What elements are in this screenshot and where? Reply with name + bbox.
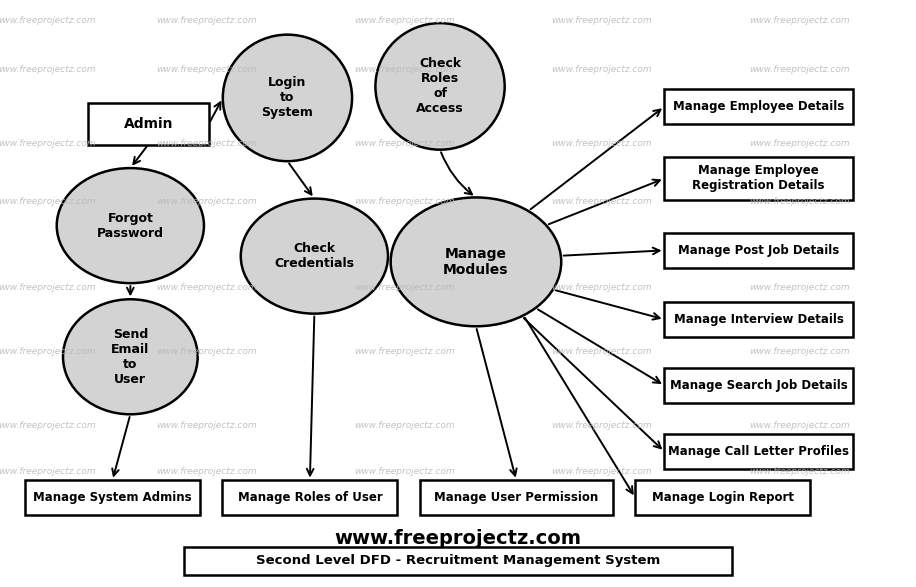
Text: www.freeprojectz.com: www.freeprojectz.com xyxy=(551,346,652,356)
Ellipse shape xyxy=(57,168,204,283)
Ellipse shape xyxy=(390,197,562,326)
Text: www.freeprojectz.com: www.freeprojectz.com xyxy=(334,529,582,548)
Text: www.freeprojectz.com: www.freeprojectz.com xyxy=(354,346,454,356)
Text: Manage Post Job Details: Manage Post Job Details xyxy=(678,244,839,257)
Text: www.freeprojectz.com: www.freeprojectz.com xyxy=(157,421,257,430)
Text: Manage Call Letter Profiles: Manage Call Letter Profiles xyxy=(669,445,849,458)
Text: Login
to
System: Login to System xyxy=(261,76,313,119)
Bar xyxy=(664,368,853,403)
Bar xyxy=(664,233,853,268)
Bar xyxy=(664,89,853,124)
Text: www.freeprojectz.com: www.freeprojectz.com xyxy=(354,467,454,476)
Text: Manage Login Report: Manage Login Report xyxy=(652,491,794,504)
Bar xyxy=(636,480,811,515)
Ellipse shape xyxy=(63,299,198,414)
Bar xyxy=(420,480,613,515)
Text: www.freeprojectz.com: www.freeprojectz.com xyxy=(748,284,849,292)
Bar xyxy=(184,546,732,575)
Text: www.freeprojectz.com: www.freeprojectz.com xyxy=(748,65,849,73)
Text: Manage Search Job Details: Manage Search Job Details xyxy=(670,379,847,392)
Text: www.freeprojectz.com: www.freeprojectz.com xyxy=(551,16,652,25)
Text: www.freeprojectz.com: www.freeprojectz.com xyxy=(0,467,95,476)
Text: www.freeprojectz.com: www.freeprojectz.com xyxy=(354,197,454,206)
Text: www.freeprojectz.com: www.freeprojectz.com xyxy=(354,140,454,149)
Text: www.freeprojectz.com: www.freeprojectz.com xyxy=(0,346,95,356)
Text: www.freeprojectz.com: www.freeprojectz.com xyxy=(157,16,257,25)
Text: www.freeprojectz.com: www.freeprojectz.com xyxy=(157,140,257,149)
Bar xyxy=(223,480,398,515)
Text: www.freeprojectz.com: www.freeprojectz.com xyxy=(551,467,652,476)
Text: Manage
Modules: Manage Modules xyxy=(443,247,508,277)
Text: www.freeprojectz.com: www.freeprojectz.com xyxy=(157,65,257,73)
Text: www.freeprojectz.com: www.freeprojectz.com xyxy=(551,197,652,206)
Bar xyxy=(664,302,853,336)
Text: Second Level DFD - Recruitment Management System: Second Level DFD - Recruitment Managemen… xyxy=(256,555,660,568)
Text: www.freeprojectz.com: www.freeprojectz.com xyxy=(157,346,257,356)
Text: www.freeprojectz.com: www.freeprojectz.com xyxy=(551,65,652,73)
Bar xyxy=(664,434,853,469)
Text: www.freeprojectz.com: www.freeprojectz.com xyxy=(157,284,257,292)
Bar xyxy=(88,103,209,144)
Text: www.freeprojectz.com: www.freeprojectz.com xyxy=(354,284,454,292)
Text: www.freeprojectz.com: www.freeprojectz.com xyxy=(748,421,849,430)
Text: Check
Credentials: Check Credentials xyxy=(275,242,354,270)
Bar xyxy=(25,480,200,515)
Text: Manage System Admins: Manage System Admins xyxy=(33,491,191,504)
Text: www.freeprojectz.com: www.freeprojectz.com xyxy=(354,421,454,430)
Text: Manage Roles of User: Manage Roles of User xyxy=(237,491,382,504)
Ellipse shape xyxy=(223,35,352,161)
Text: Send
Email
to
User: Send Email to User xyxy=(111,328,149,386)
Text: Manage User Permission: Manage User Permission xyxy=(434,491,598,504)
Text: www.freeprojectz.com: www.freeprojectz.com xyxy=(354,16,454,25)
Ellipse shape xyxy=(376,23,505,150)
Text: www.freeprojectz.com: www.freeprojectz.com xyxy=(0,284,95,292)
Text: www.freeprojectz.com: www.freeprojectz.com xyxy=(748,346,849,356)
Text: Manage Employee
Registration Details: Manage Employee Registration Details xyxy=(692,164,825,193)
Text: www.freeprojectz.com: www.freeprojectz.com xyxy=(551,284,652,292)
Text: www.freeprojectz.com: www.freeprojectz.com xyxy=(0,140,95,149)
Text: www.freeprojectz.com: www.freeprojectz.com xyxy=(748,16,849,25)
Text: www.freeprojectz.com: www.freeprojectz.com xyxy=(748,197,849,206)
Text: Manage Employee Details: Manage Employee Details xyxy=(673,100,845,113)
Text: www.freeprojectz.com: www.freeprojectz.com xyxy=(551,140,652,149)
Text: www.freeprojectz.com: www.freeprojectz.com xyxy=(0,16,95,25)
Text: www.freeprojectz.com: www.freeprojectz.com xyxy=(551,421,652,430)
Text: www.freeprojectz.com: www.freeprojectz.com xyxy=(354,65,454,73)
Text: www.freeprojectz.com: www.freeprojectz.com xyxy=(0,197,95,206)
Text: www.freeprojectz.com: www.freeprojectz.com xyxy=(0,65,95,73)
Text: Check
Roles
of
Access: Check Roles of Access xyxy=(416,58,463,116)
Text: Forgot
Password: Forgot Password xyxy=(97,212,164,239)
Text: www.freeprojectz.com: www.freeprojectz.com xyxy=(157,197,257,206)
Text: www.freeprojectz.com: www.freeprojectz.com xyxy=(157,467,257,476)
Text: Admin: Admin xyxy=(124,117,173,131)
Bar xyxy=(664,157,853,200)
Text: www.freeprojectz.com: www.freeprojectz.com xyxy=(0,421,95,430)
Ellipse shape xyxy=(241,198,388,313)
Text: Manage Interview Details: Manage Interview Details xyxy=(674,313,844,326)
Text: www.freeprojectz.com: www.freeprojectz.com xyxy=(748,467,849,476)
Text: www.freeprojectz.com: www.freeprojectz.com xyxy=(748,140,849,149)
